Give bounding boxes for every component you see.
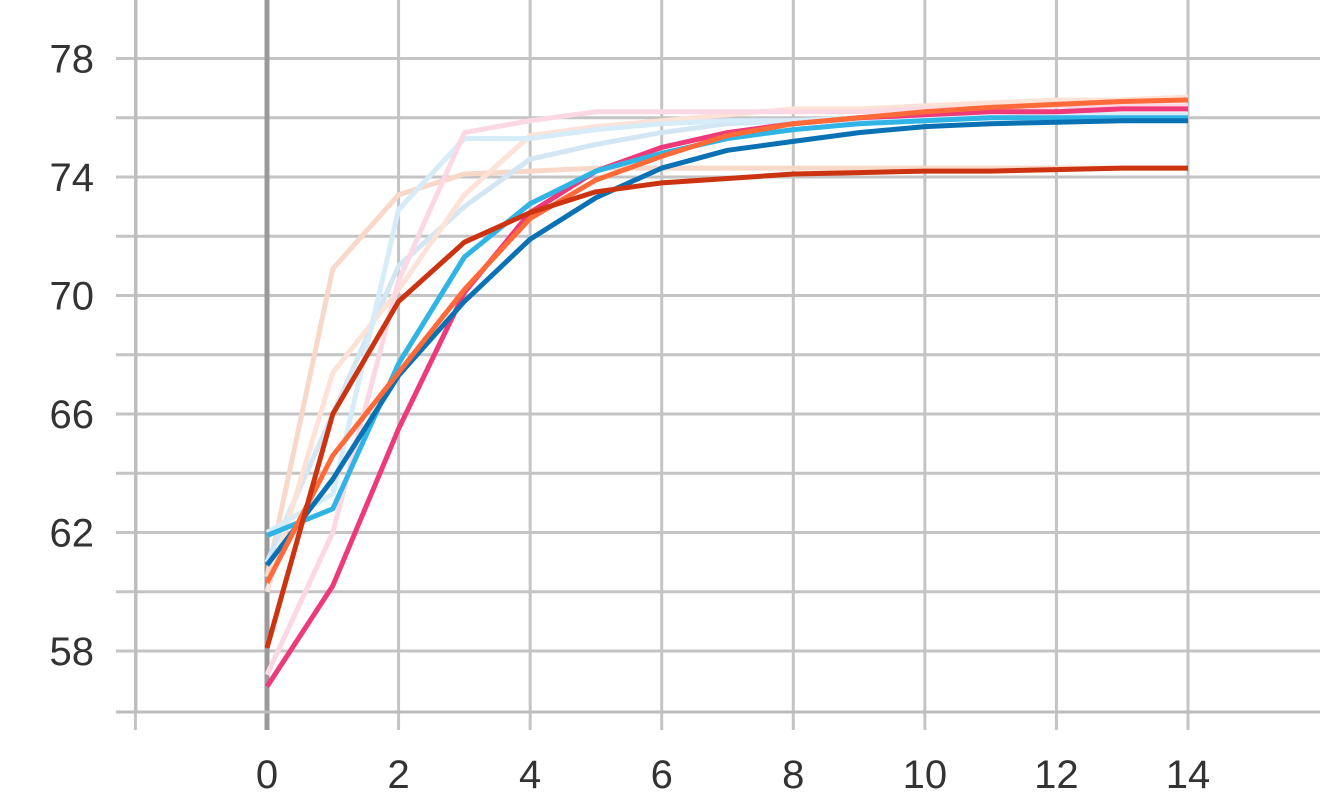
series-line-9 (264, 97, 1189, 585)
series-line-3 (264, 94, 1189, 593)
x-tick-label: 0 (256, 753, 278, 797)
y-tick-label: 78 (50, 38, 95, 82)
series-line-1 (264, 165, 1188, 578)
series-line-8 (265, 118, 1188, 567)
series-line-10 (264, 165, 1188, 649)
y-tick-label: 62 (50, 512, 95, 556)
x-tick-label: 6 (651, 753, 673, 797)
series-group (264, 94, 1189, 688)
axes (116, 0, 1320, 714)
y-tick-label: 74 (50, 156, 95, 200)
x-tick-label: 14 (1166, 753, 1211, 797)
x-tick-label: 2 (387, 753, 409, 797)
y-tick-label: 58 (50, 630, 95, 674)
y-tick-label: 70 (50, 275, 95, 319)
x-tick-label: 8 (782, 753, 804, 797)
x-tick-label: 4 (519, 753, 541, 797)
y-tick-label: 66 (50, 393, 95, 437)
series-line-2 (264, 112, 1188, 564)
x-tick-label: 12 (1034, 753, 1079, 797)
x-tick-label: 10 (903, 753, 948, 797)
series-line-7 (266, 115, 1188, 538)
tick-labels: 58 62 66 70 74 78 0 2 4 6 8 10 12 14 (50, 38, 1211, 798)
series-line-6 (264, 106, 1188, 688)
